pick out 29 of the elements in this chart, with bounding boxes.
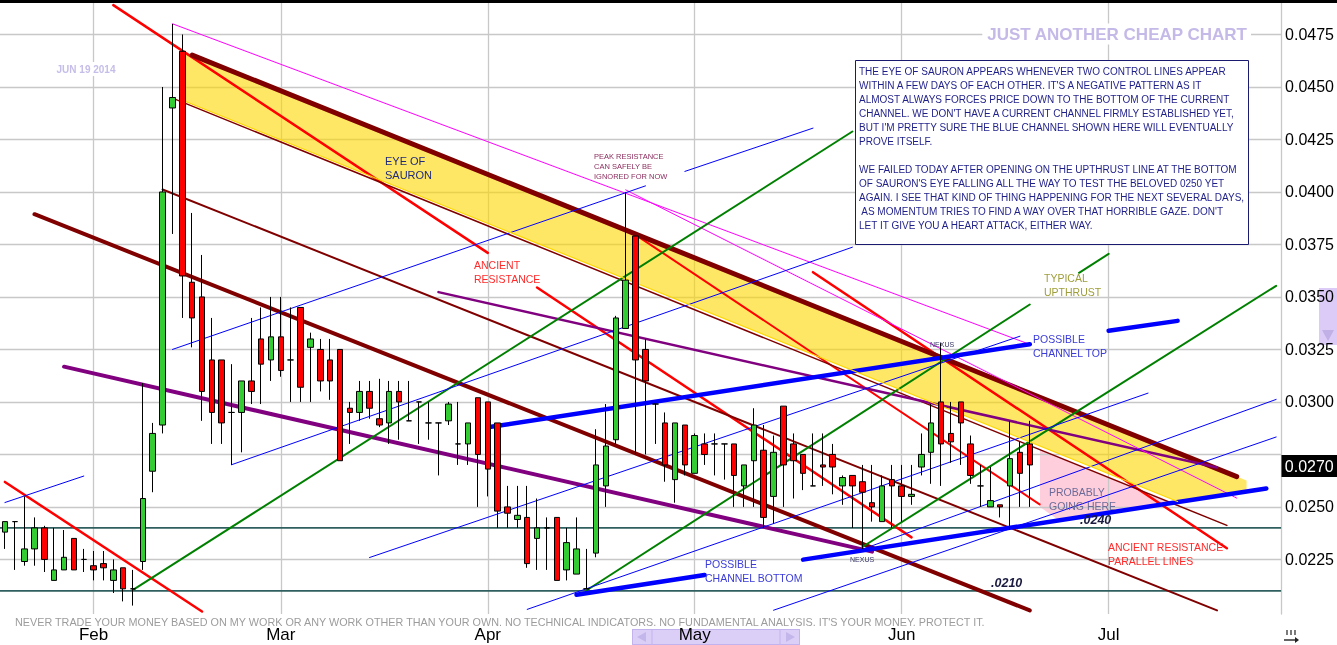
ref-line-label: .0210	[991, 576, 1023, 591]
y-tick-label: 0.0325	[1285, 340, 1335, 358]
text: 0.0270	[1284, 457, 1334, 475]
y-tick-label: 0.0375	[1285, 235, 1335, 253]
x-tick-label: Feb	[78, 625, 109, 644]
annotation: ANCIENT RESISTANCE	[474, 259, 541, 285]
text: JUST ANOTHER CHEAP CHART	[987, 24, 1248, 44]
x-tick-label: Mar	[266, 625, 296, 644]
y-tick-label: 0.0250	[1285, 498, 1335, 516]
x-tick-label: Jun	[887, 625, 916, 644]
annotation: POSSIBLE CHANNEL TOP	[1033, 333, 1107, 359]
annotation: POSSIBLE CHANNEL BOTTOM	[705, 558, 803, 584]
x-tick-label: May	[678, 625, 712, 644]
annotation: EYE OF SAURON	[385, 155, 433, 181]
y-tick-label: 0.0425	[1285, 130, 1335, 148]
text: THE EYE OF SAURON APPEARS WHENEVER TWO CONTROL LINES APPEAR WITHIN A FEW DAYS OF EACH OTHER. IT'S A NEGATIVE PATTERN AS IT ALMOST ALWAYS FORCES PRICE DOWN TO THE BOTTOM OF THE CURRENT CHANNEL. WE DON'T HAVE A CURRENT CHANNEL FIRMLY ESTABLISHED YET, BUT I'M PRETTY SURE THE BLUE CHANNEL SHOWN HERE WILL EVENTUALLY PROVE ITSELF. WE FAILED TODAY AFTER OPENING ON THE UPTHRUST LINE AT THE BOTTOM OF SAURON'S EYE FALLING ALL THE WAY TO TEST THE BELOVED 0250 YET AGAIN. I SEE THAT KIND OF THING HAPPENING FOR THE NEXT SEVERAL DAYS, AS MOMENTUM TRIES TO FIND A WAY OVER THAT HORRIBLE GAZE. DON'T LET IT GIVE YOU A HEART ATTACK, EITHER WAY.	[859, 65, 1245, 231]
y-tick-label: 0.0225	[1285, 550, 1335, 568]
text: NEVER TRADE YOUR MONEY BASED ON MY WORK OR ANY WORK OTHER THAN YOUR OWN. NO TECHNICAL INDICATORS. NO FUNDAMENTAL ANALYSIS. IT'S YOUR MONEY. PROTECT IT.	[15, 616, 985, 628]
y-tick-label: 0.0450	[1285, 78, 1335, 96]
y-tick-label: 0.0400	[1285, 183, 1335, 201]
annotation: TYPICAL UPTHRUST	[1044, 272, 1102, 298]
annotation: ANCIENT RESISTANCE PARALLEL LINES	[1108, 541, 1224, 567]
y-tick-label: 0.0350	[1285, 288, 1335, 306]
y-tick-label: 0.0475	[1285, 25, 1335, 43]
x-tick-label: Jul	[1097, 625, 1120, 644]
x-tick-label: Apr	[474, 625, 502, 644]
y-tick-label: 0.0300	[1285, 393, 1335, 411]
ref-line-label: .0240	[1080, 513, 1112, 528]
text: JUN 19 2014	[56, 63, 116, 75]
